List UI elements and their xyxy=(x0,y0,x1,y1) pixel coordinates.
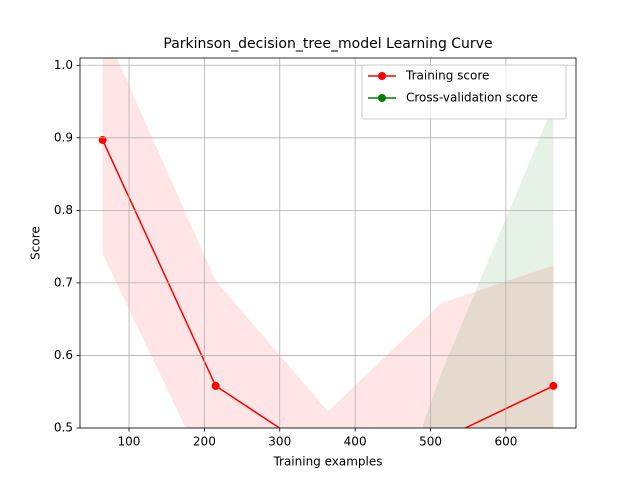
chart-title: Parkinson_decision_tree_model Learning C… xyxy=(163,36,492,52)
axes-frame xyxy=(79,57,577,429)
legend-label: Cross-validation score xyxy=(406,91,538,105)
legend-box xyxy=(361,64,567,120)
x-tick-label: 500 xyxy=(419,435,442,449)
x-tick-label: 600 xyxy=(494,435,517,449)
score-point xyxy=(211,381,220,390)
score-line xyxy=(101,139,554,428)
x-axis-label: Training examples xyxy=(272,455,382,469)
y-tick-label: 0.5 xyxy=(54,421,73,435)
legend-label: Training score xyxy=(405,69,489,83)
x-tick-label: 300 xyxy=(268,435,291,449)
plot-area xyxy=(98,58,558,468)
x-tick-label: 200 xyxy=(193,435,216,449)
x-tick-label: 400 xyxy=(344,435,367,449)
y-tick-label: 0.6 xyxy=(54,348,73,362)
y-axis-label: Score xyxy=(29,226,43,260)
y-tick-label: 1.0 xyxy=(54,58,73,72)
x-tick-label: 100 xyxy=(118,435,141,449)
score-point xyxy=(549,381,558,390)
y-tick-label: 0.7 xyxy=(54,275,73,289)
score-band xyxy=(422,105,554,428)
score-point xyxy=(98,135,107,144)
y-tick-label: 0.8 xyxy=(54,203,73,217)
legend-marker xyxy=(378,94,386,102)
score-point xyxy=(549,460,557,468)
score-band xyxy=(102,58,554,428)
y-tick-label: 0.9 xyxy=(54,130,73,144)
legend-marker xyxy=(378,72,386,80)
